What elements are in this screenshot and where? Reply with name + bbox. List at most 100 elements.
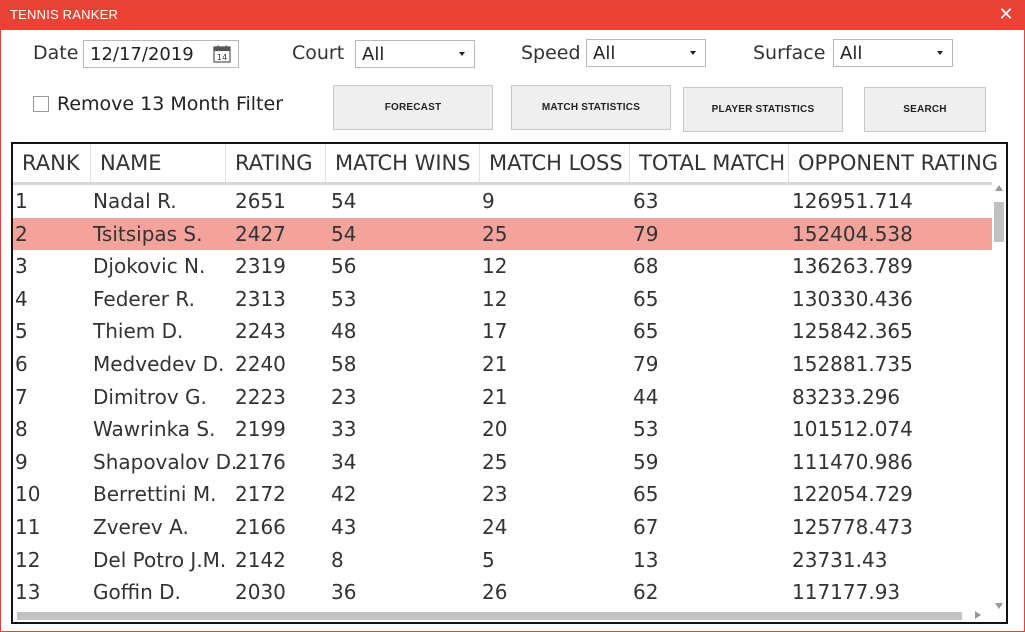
table-row[interactable]: 11 Zverev A. 2166 43 24 67 125778.473 — [13, 511, 993, 543]
table-cell: 12 — [482, 286, 508, 311]
surface-select[interactable]: All — [833, 39, 953, 67]
table-row[interactable]: 1 Nadal R. 2651 54 9 63 126951.714 — [13, 185, 993, 217]
table-cell: Shapovalov D. — [93, 449, 238, 474]
horizontal-scrollbar[interactable] — [13, 608, 993, 622]
table-cell: 2427 — [235, 221, 286, 246]
table-row[interactable]: 13 Goffin D. 2030 36 26 62 117177.93 — [13, 576, 993, 608]
table-cell: 2 — [15, 221, 28, 246]
table-cell: 34 — [331, 449, 357, 474]
table-row[interactable]: 12 Del Potro J.M. 2142 8 5 13 23731.43 — [13, 544, 993, 576]
table-cell: 53 — [633, 417, 659, 442]
table-cell: 12 — [15, 547, 41, 572]
scroll-down-icon[interactable] — [995, 603, 1003, 609]
table-cell: Dimitrov G. — [93, 384, 207, 409]
table-cell: 2176 — [235, 449, 286, 474]
table-row[interactable]: 8 Wawrinka S. 2199 33 20 53 101512.074 — [13, 413, 993, 445]
court-select[interactable]: All — [355, 40, 475, 68]
court-label: Court — [292, 42, 345, 64]
table-row[interactable]: 7 Dimitrov G. 2223 23 21 44 83233.296 — [13, 381, 993, 413]
table-cell: 13 — [15, 580, 41, 605]
table-cell: 126951.714 — [792, 189, 913, 213]
table-cell: 23 — [331, 384, 357, 409]
table-row[interactable]: 2 Tsitsipas S. 2427 54 25 79 152404.538 — [13, 217, 993, 250]
column-header-total-match[interactable]: TOTAL MATCH — [630, 144, 789, 182]
rankings-table[interactable]: RANK NAME RATING MATCH WINS MATCH LOSS TOTAL … — [11, 142, 1008, 624]
vertical-scroll-thumb[interactable] — [994, 202, 1004, 242]
table-cell: 1 — [15, 189, 28, 213]
table-cell: 42 — [331, 482, 357, 507]
table-cell: 33 — [331, 417, 357, 442]
table-cell: Thiem D. — [93, 319, 184, 344]
table-cell: 2030 — [235, 580, 286, 605]
table-cell: 2319 — [235, 254, 286, 279]
table-cell: 65 — [633, 286, 659, 311]
column-header-rating[interactable]: RATING — [226, 144, 326, 182]
table-cell: 152881.735 — [792, 352, 913, 376]
table-cell: 54 — [331, 221, 357, 246]
table-row[interactable]: 6 Medvedev D. 2240 58 21 79 152881.735 — [13, 348, 993, 380]
column-header-match-loss[interactable]: MATCH LOSS — [480, 144, 630, 182]
table-row[interactable]: 3 Djokovic N. 2319 56 12 68 136263.789 — [13, 250, 993, 282]
speed-value: All — [593, 43, 616, 64]
table-cell: 62 — [633, 580, 659, 605]
table-cell: 23 — [482, 482, 508, 507]
table-cell: 26 — [482, 580, 508, 605]
table-cell: Del Potro J.M. — [93, 547, 227, 572]
table-cell: Tsitsipas S. — [93, 221, 203, 246]
window-title: TENNIS RANKER — [10, 7, 119, 22]
table-cell: Goffin D. — [93, 580, 181, 605]
table-cell: 21 — [482, 352, 508, 376]
table-cell: Medvedev D. — [93, 352, 225, 376]
table-cell: 130330.436 — [792, 286, 913, 311]
table-cell: 65 — [633, 319, 659, 344]
date-picker[interactable]: 12/17/2019 14 — [83, 40, 239, 68]
table-cell: 2166 — [235, 515, 286, 539]
table-cell: 10 — [15, 482, 41, 507]
table-cell: 44 — [633, 384, 659, 409]
search-button[interactable]: SEARCH — [864, 87, 986, 132]
chevron-down-icon — [459, 52, 465, 56]
forecast-button[interactable]: FORECAST — [333, 85, 493, 130]
vertical-scrollbar[interactable] — [992, 182, 1006, 612]
table-cell: 4 — [15, 286, 28, 311]
column-header-match-wins[interactable]: MATCH WINS — [326, 144, 480, 182]
table-cell: 56 — [331, 254, 357, 279]
table-cell: 25 — [482, 449, 508, 474]
table-cell: 23731.43 — [792, 547, 888, 572]
svg-text:14: 14 — [217, 53, 227, 62]
table-row[interactable]: 9 Shapovalov D. 2176 34 25 59 111470.986 — [13, 446, 993, 478]
table-cell: 12 — [482, 254, 508, 279]
table-row[interactable]: 4 Federer R. 2313 53 12 65 130330.436 — [13, 283, 993, 315]
player-statistics-button[interactable]: PLAYER STATISTICS — [683, 87, 843, 132]
match-statistics-button[interactable]: MATCH STATISTICS — [511, 85, 671, 130]
surface-label: Surface — [753, 42, 826, 64]
column-header-rank[interactable]: RANK — [13, 144, 91, 182]
remove-filter-checkbox[interactable] — [33, 96, 49, 112]
table-cell: 2651 — [235, 189, 286, 213]
table-cell: 125778.473 — [792, 515, 913, 539]
horizontal-scroll-thumb[interactable] — [17, 612, 962, 620]
table-cell: Berrettini M. — [93, 482, 217, 507]
table-row[interactable]: 5 Thiem D. 2243 48 17 65 125842.365 — [13, 315, 993, 347]
scroll-up-icon[interactable] — [995, 185, 1003, 191]
scroll-right-icon[interactable] — [975, 611, 981, 619]
calendar-icon[interactable]: 14 — [213, 45, 231, 63]
speed-select[interactable]: All — [586, 39, 706, 67]
table-cell: 79 — [633, 352, 659, 376]
table-cell: Federer R. — [93, 286, 195, 311]
table-cell: 152404.538 — [792, 221, 913, 246]
table-row[interactable]: 10 Berrettini M. 2172 42 23 65 122054.729 — [13, 478, 993, 510]
court-value: All — [362, 44, 385, 65]
date-value: 12/17/2019 — [90, 44, 194, 65]
table-cell: 9 — [15, 449, 28, 474]
table-cell: 2223 — [235, 384, 286, 409]
column-header-name[interactable]: NAME — [91, 144, 226, 182]
column-header-opponent-rating[interactable]: OPPONENT RATING — [789, 144, 1006, 182]
close-icon[interactable]: ✕ — [998, 4, 1014, 25]
table-cell: 8 — [331, 547, 344, 572]
remove-filter-label[interactable]: Remove 13 Month Filter — [57, 93, 284, 115]
title-bar: TENNIS RANKER ✕ — [1, 1, 1024, 30]
table-cell: 48 — [331, 319, 357, 344]
table-cell: 13 — [633, 547, 659, 572]
